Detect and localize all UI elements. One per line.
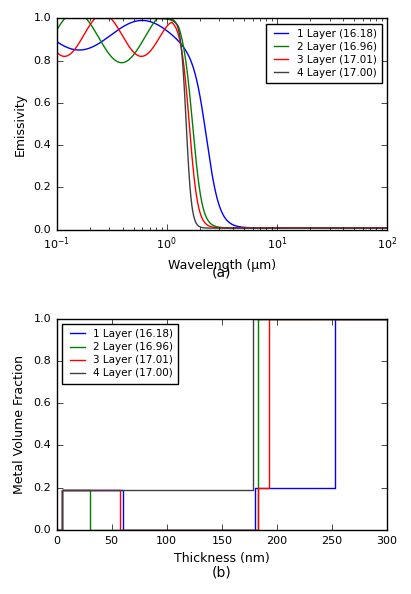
Text: (b): (b)	[212, 566, 232, 580]
Y-axis label: Metal Volume Fraction: Metal Volume Fraction	[13, 355, 26, 494]
Y-axis label: Emissivity: Emissivity	[13, 93, 26, 156]
Text: (a): (a)	[212, 266, 232, 280]
X-axis label: Wavelength (μm): Wavelength (μm)	[168, 259, 276, 271]
X-axis label: Thickness (nm): Thickness (nm)	[174, 552, 270, 565]
Legend: 1 Layer (16.18), 2 Layer (16.96), 3 Layer (17.01), 4 Layer (17.00): 1 Layer (16.18), 2 Layer (16.96), 3 Laye…	[62, 324, 178, 384]
Legend: 1 Layer (16.18), 2 Layer (16.96), 3 Layer (17.01), 4 Layer (17.00): 1 Layer (16.18), 2 Layer (16.96), 3 Laye…	[266, 24, 382, 83]
